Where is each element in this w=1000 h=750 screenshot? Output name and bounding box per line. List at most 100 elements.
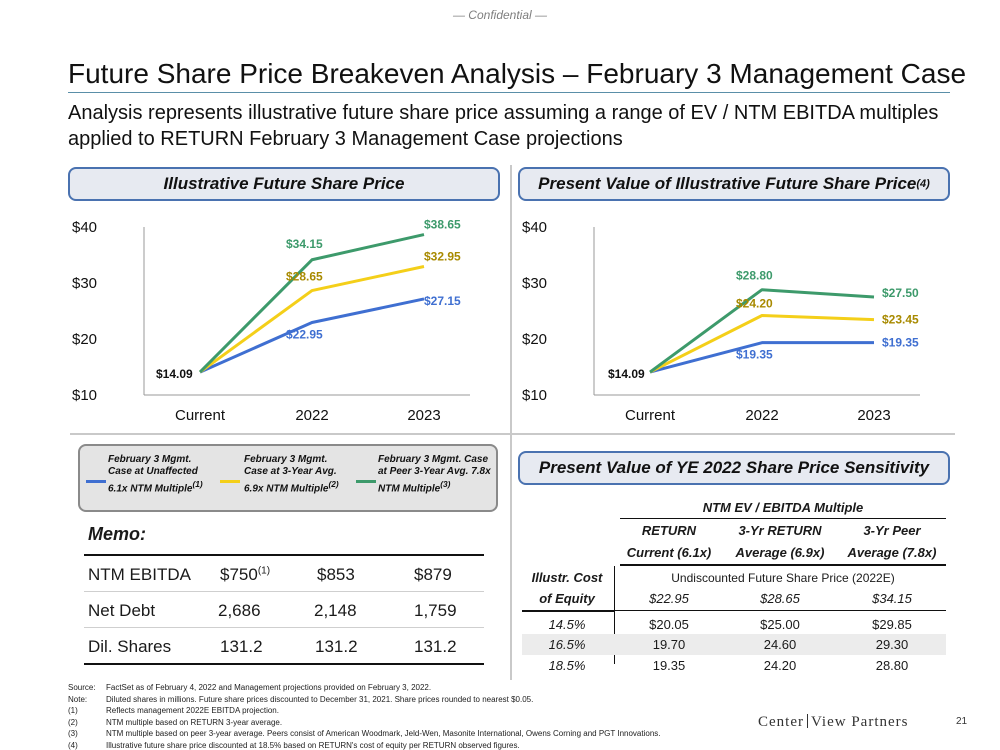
series-line [649,288,875,374]
coe-cell: 14.5% [548,617,586,632]
series-line [649,313,875,374]
legend-label-green: February 3 Mgmt. Case at Peer 3-Year Avg… [378,454,494,495]
memo-value: 2,148 [314,601,357,620]
data-label: $32.95 [424,249,461,263]
y-tick-label: $20 [72,331,97,348]
memo-value: $853 [317,565,355,584]
footnote: Source: FactSet as of February 4, 2022 an… [68,682,661,694]
footnote-text: NTM multiple based on peer 3-year averag… [106,729,661,739]
col-header-3yr-return-l1: 3-Yr RETURN [738,523,822,538]
footnote-text: NTM multiple based on RETURN 3-year aver… [106,717,283,727]
vertical-divider [510,165,512,680]
x-tick-label: 2023 [857,407,890,424]
footnote-text: Reflects management 2022E EBITDA project… [106,706,279,716]
undiscounted-value: $34.15 [872,591,912,606]
memo-bottom-rule [84,663,484,665]
memo-value-note: (1) [257,565,271,577]
sensitivity-cell: 24.20 [763,658,797,673]
legend-label-blue: February 3 Mgmt. Case at Unaffected 6.1x… [108,454,218,495]
pv-future-share-price-chart: $10 $20 $30 $40 Current 2022 2023 $14.09 $19.35 $… [522,219,920,424]
undiscounted-label: Undiscounted Future Share Price (2022E) [671,571,895,585]
right-panel-title: Present Value of Illustrative Future Sha… [518,167,950,201]
footnote: (1) Reflects management 2022E EBITDA proj… [68,705,661,717]
right-panel-title-text: Present Value of Illustrative Future Sha… [538,174,917,193]
y-tick-label: $30 [522,275,547,292]
footnote: (4) Illustrative future share price disco… [68,740,661,750]
right-panel-title-note: (4) [916,178,930,190]
legend-label-blue-text: February 3 Mgmt. Case at Unaffected 6.1x… [108,454,198,495]
x-tick-label: 2022 [295,407,328,424]
memo-title: Memo: [88,524,146,544]
col-header-return-l1: RETURN [641,523,697,538]
footnotes: Source: FactSet as of February 4, 2022 an… [68,682,661,750]
title-rule [68,92,950,93]
y-tick-label: $20 [522,331,547,348]
memo-value: 1,759 [414,601,457,620]
data-label: $27.15 [424,294,461,308]
memo-label: NTM EBITDA [88,565,191,584]
left-panel-title: Illustrative Future Share Price [68,167,500,201]
logo-right-text: View Partners [810,714,909,730]
y-tick-label: $30 [72,275,97,292]
data-label: $34.15 [286,237,323,251]
x-tick-label: 2023 [407,407,440,424]
footnote-text: Diluted shares in millions. Future share… [106,694,534,704]
page-subtitle: Analysis represents illustrative future … [68,102,939,150]
data-label: $24.20 [736,296,773,310]
y-tick-label: $40 [72,219,97,236]
data-label: $28.65 [286,270,323,284]
sensitivity-cell: 28.80 [875,658,909,673]
footnote-key: (2) [68,717,78,727]
footnote-key: (3) [68,729,78,739]
footnote-text: Illustrative future share price discount… [106,740,520,750]
sensitivity-cell: 24.60 [763,637,797,652]
x-tick-label: 2022 [745,407,778,424]
sensitivity-panel-title: Present Value of YE 2022 Share Price Sen… [518,451,950,485]
memo-value: 2,686 [218,601,261,620]
data-label: $27.50 [882,286,919,300]
data-label: $23.45 [882,313,919,327]
series-line [649,341,874,374]
data-label: $14.09 [156,367,193,381]
sensitivity-cell: $25.00 [760,617,800,632]
footnote-key: Note: [68,694,88,704]
series-line [199,265,425,374]
footnote: Note: Diluted shares in millions. Future … [68,694,661,706]
series-line [199,297,425,374]
data-label: $38.65 [424,218,461,232]
data-label: $14.09 [608,367,645,381]
page-number: 21 [956,716,968,727]
row-header-vrule [614,566,615,664]
footnote-key: (1) [68,706,78,716]
row-header-rule [522,610,614,612]
undiscounted-rule [614,610,946,611]
legend-label-yellow: February 3 Mgmt. Case at 3-Year Avg. 6.9… [244,454,354,495]
centerview-logo: Center View Partners [758,714,908,731]
footnote: (3) NTM multiple based on peer 3-year ave… [68,728,661,740]
chart-legend: February 3 Mgmt. Case at Unaffected 6.1x… [78,444,498,512]
sensitivity-cell: 19.70 [652,637,686,652]
memo-top-rule [84,554,484,556]
legend-swatch-green [356,480,376,483]
memo-value: 131.2 [220,637,263,656]
memo-value: $879 [414,565,452,584]
coe-cell: 18.5% [548,658,586,673]
col-header-3yr-peer-l2: Average (7.8x) [847,545,937,560]
sensitivity-row-highlight [522,634,946,655]
x-tick-label: Current [175,407,226,424]
row-header-l2: of Equity [539,591,595,606]
legend-swatch-yellow [220,480,240,483]
data-label: $19.35 [736,348,773,362]
coe-cell: 16.5% [548,637,586,652]
legend-swatch-blue [86,480,106,483]
footnote-text: FactSet as of February 4, 2022 and Manag… [106,683,432,692]
horizontal-divider [70,433,955,435]
memo-label: Dil. Shares [88,637,172,656]
sensitivity-panel-title-text: Present Value of YE 2022 Share Price Sen… [538,458,930,477]
page-title: Future Share Price Breakeven Analysis – … [68,58,967,89]
legend-note-1: (1) [192,479,203,489]
data-label: $22.95 [286,327,323,341]
series-line [198,233,425,374]
sensitivity-cell: 29.30 [875,637,909,652]
undiscounted-value: $28.65 [760,591,800,606]
